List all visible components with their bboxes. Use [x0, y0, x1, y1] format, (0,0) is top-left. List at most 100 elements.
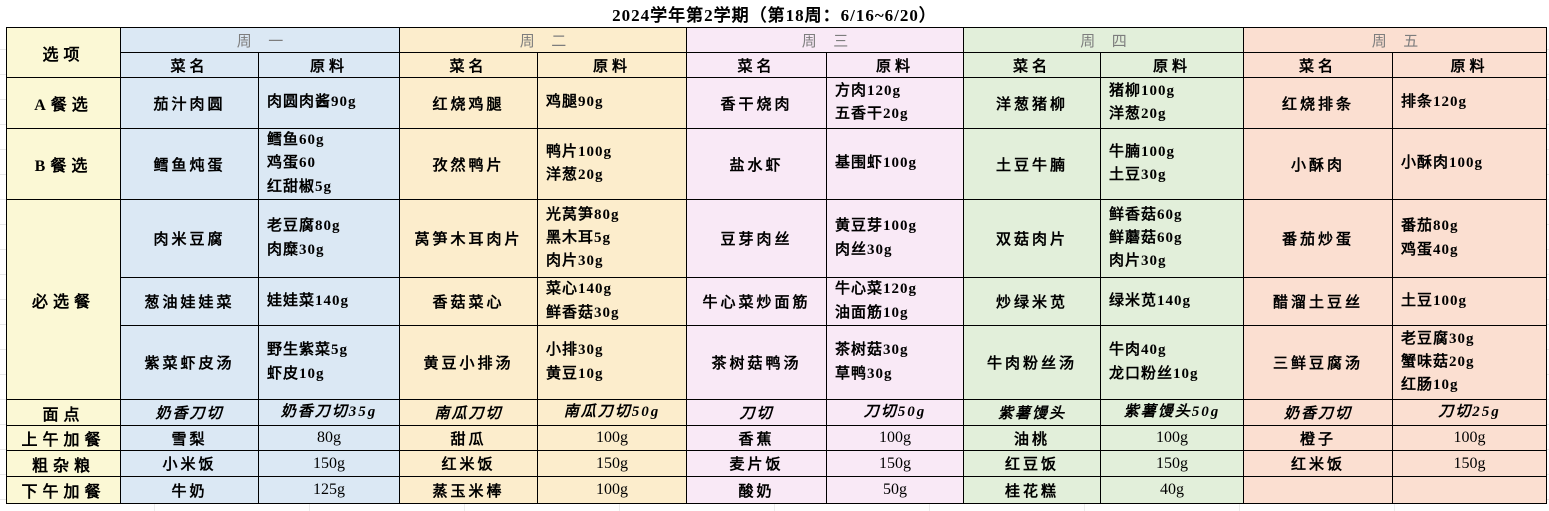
- ingredient-cell: 牛心菜120g 油面筋10g: [826, 277, 964, 326]
- dish-cell: 牛心菜炒面筋: [686, 277, 827, 326]
- dish-cell: 豆芽肉丝: [686, 199, 827, 278]
- ingredient-cell: 番茄80g 鸡蛋40g: [1392, 199, 1547, 278]
- pastry-row: 面点 奶香刀切 奶香刀切35g 南瓜刀切 南瓜刀切50g 刀切 刀切50g 紫薯…: [6, 399, 1547, 426]
- dish-cell: 红烧鸡腿: [399, 77, 538, 129]
- dish-cell: 香蕉: [686, 425, 827, 451]
- dish-cell: 奶香刀切: [120, 399, 259, 426]
- dish-cell: 酸奶: [686, 476, 827, 504]
- amount-cell: 150g: [537, 450, 687, 477]
- dish-cell: 葱油娃娃菜: [120, 277, 259, 326]
- dish-cell: 醋溜土豆丝: [1243, 277, 1393, 326]
- dish-cell: 红米饭: [1243, 450, 1393, 477]
- dish-cell: 麦片饭: [686, 450, 827, 477]
- dish-cell: 土豆牛腩: [963, 128, 1101, 200]
- amount-cell: 80g: [258, 425, 400, 451]
- ingredient-cell: 鲜香菇60g 鲜蘑菇60g 肉片30g: [1100, 199, 1244, 278]
- dish-cell: 桂花糕: [963, 476, 1101, 504]
- dish-cell: 洋葱猪柳: [963, 77, 1101, 129]
- ingredient-cell: 南瓜刀切50g: [537, 399, 687, 426]
- dish-cell: 三鲜豆腐汤: [1243, 325, 1393, 400]
- dish-cell: 盐水虾: [686, 128, 827, 200]
- dish-cell: 莴笋木耳肉片: [399, 199, 538, 278]
- dish-cell: 牛奶: [120, 476, 259, 504]
- ingredient-cell: 茶树菇30g 草鸭30g: [826, 325, 964, 400]
- ingredient-cell: 刀切25g: [1392, 399, 1547, 426]
- dish-cell: 牛肉粉丝汤: [963, 325, 1101, 400]
- dish-cell: 炒绿米苋: [963, 277, 1101, 326]
- ingredient-cell: 娃娃菜140g: [258, 277, 400, 326]
- amount-cell: 100g: [826, 425, 964, 451]
- dish-cell: 香干烧肉: [686, 77, 827, 129]
- ingredient-cell: 鸭片100g 洋葱20g: [537, 128, 687, 200]
- morning-snack-row: 上午加餐 雪梨 80g 甜瓜 100g 香蕉 100g 油桃 100g 橙子 1…: [6, 425, 1547, 451]
- dish-cell: 双菇肉片: [963, 199, 1101, 278]
- ingredient-cell: 牛腩100g 土豆30g: [1100, 128, 1244, 200]
- dish-column-header: 菜名: [686, 52, 827, 78]
- options-corner-label: 选项: [6, 27, 121, 78]
- amount-cell: 125g: [258, 476, 400, 504]
- dish-cell: 红米饭: [399, 450, 538, 477]
- meal-b-row: B餐选 鳕鱼炖蛋 鳕鱼60g 鸡蛋60 红甜椒5g 孜然鸭片 鸭片100g 洋葱…: [6, 128, 1547, 200]
- dish-cell: 南瓜刀切: [399, 399, 538, 426]
- ingredient-column-header: 原料: [826, 52, 964, 78]
- row-label-pastry: 面点: [6, 399, 121, 426]
- ingredient-cell: 基围虾100g: [826, 128, 964, 200]
- ingredient-column-header: 原料: [258, 52, 400, 78]
- ingredient-cell: 土豆100g: [1392, 277, 1547, 326]
- menu-table: 选项 周一 周二 周三 周四 周五 菜名 原料 菜名 原料 菜名 原料 菜名 原…: [6, 27, 1547, 504]
- dish-cell: 茄汁肉圆: [120, 77, 259, 129]
- dish-cell: 黄豆小排汤: [399, 325, 538, 400]
- day-header-tuesday: 周二: [399, 27, 687, 53]
- dish-column-header: 菜名: [120, 52, 259, 78]
- ingredient-cell: 猪柳100g 洋葱20g: [1100, 77, 1244, 129]
- row-label-required: 必选餐: [6, 199, 121, 400]
- row-label-meal-b: B餐选: [6, 128, 121, 200]
- row-label-afternoon-snack: 下午加餐: [6, 476, 121, 504]
- dish-cell: 番茄炒蛋: [1243, 199, 1393, 278]
- dish-cell: [1243, 476, 1393, 504]
- dish-cell: 孜然鸭片: [399, 128, 538, 200]
- dish-cell: 雪梨: [120, 425, 259, 451]
- dish-cell: 红烧排条: [1243, 77, 1393, 129]
- row-label-coarse-grain: 粗杂粮: [6, 450, 121, 477]
- required-meal-row-2: 葱油娃娃菜 娃娃菜140g 香菇菜心 菜心140g 鲜香菇30g 牛心菜炒面筋 …: [7, 277, 1547, 326]
- dish-cell: 肉米豆腐: [120, 199, 259, 278]
- row-label-morning-snack: 上午加餐: [6, 425, 121, 451]
- dish-cell: 蒸玉米棒: [399, 476, 538, 504]
- column-header-row: 菜名 原料 菜名 原料 菜名 原料 菜名 原料 菜名 原料: [7, 52, 1547, 78]
- amount-cell: [1392, 476, 1547, 504]
- ingredient-cell: 鳕鱼60g 鸡蛋60 红甜椒5g: [258, 128, 400, 200]
- dish-cell: 茶树菇鸭汤: [686, 325, 827, 400]
- ingredient-cell: 老豆腐30g 蟹味菇20g 红肠10g: [1392, 325, 1547, 400]
- afternoon-snack-row: 下午加餐 牛奶 125g 蒸玉米棒 100g 酸奶 50g 桂花糕 40g: [6, 476, 1547, 504]
- ingredient-cell: 排条120g: [1392, 77, 1547, 129]
- ingredient-cell: 小酥肉100g: [1392, 128, 1547, 200]
- ingredient-cell: 刀切50g: [826, 399, 964, 426]
- ingredient-cell: 牛肉40g 龙口粉丝10g: [1100, 325, 1244, 400]
- amount-cell: 150g: [826, 450, 964, 477]
- amount-cell: 50g: [826, 476, 964, 504]
- day-header-wednesday: 周三: [686, 27, 964, 53]
- dish-cell: 刀切: [686, 399, 827, 426]
- dish-cell: 紫菜虾皮汤: [120, 325, 259, 400]
- required-meal-row-1: 必选餐 肉米豆腐 老豆腐80g 肉糜30g 莴笋木耳肉片 光莴笋80g 黑木耳5…: [6, 199, 1547, 400]
- amount-cell: 100g: [1100, 425, 1244, 451]
- page-title: 2024学年第2学期（第18周：6/16~6/20）: [0, 0, 1549, 27]
- dish-column-header: 菜名: [399, 52, 538, 78]
- ingredient-cell: 鸡腿90g: [537, 77, 687, 129]
- ingredient-column-header: 原料: [1392, 52, 1547, 78]
- dish-cell: 小米饭: [120, 450, 259, 477]
- amount-cell: 150g: [1392, 450, 1547, 477]
- dish-column-header: 菜名: [1243, 52, 1393, 78]
- dish-cell: 紫薯馒头: [963, 399, 1101, 426]
- dish-cell: 鳕鱼炖蛋: [120, 128, 259, 200]
- ingredient-cell: 菜心140g 鲜香菇30g: [537, 277, 687, 326]
- day-header-thursday: 周四: [963, 27, 1244, 53]
- meal-a-row: A餐选 茄汁肉圆 肉圆肉酱90g 红烧鸡腿 鸡腿90g 香干烧肉 方肉120g …: [6, 77, 1547, 129]
- coarse-grain-row: 粗杂粮 小米饭 150g 红米饭 150g 麦片饭 150g 红豆饭 150g …: [6, 450, 1547, 477]
- dish-cell: 小酥肉: [1243, 128, 1393, 200]
- dish-cell: 甜瓜: [399, 425, 538, 451]
- amount-cell: 100g: [1392, 425, 1547, 451]
- ingredient-cell: 野生紫菜5g 虾皮10g: [258, 325, 400, 400]
- day-header-friday: 周五: [1243, 27, 1547, 53]
